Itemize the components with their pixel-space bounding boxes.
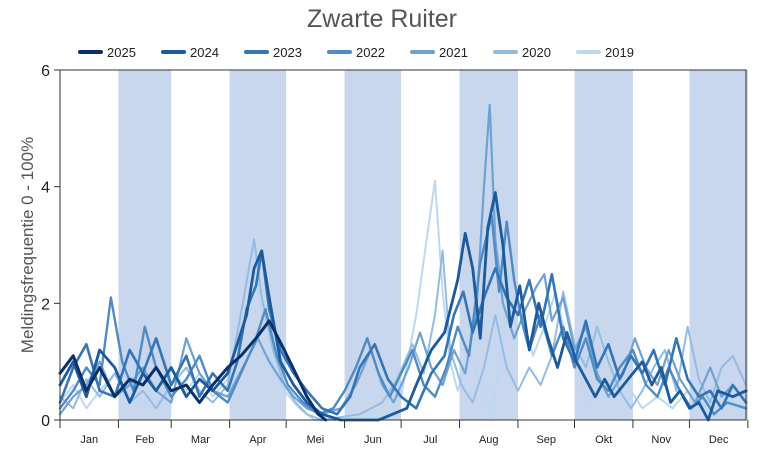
- legend: 2025 2024 2023 2022 2021 2020 2019: [78, 45, 634, 60]
- y-axis-label: Meldingsfrequentie 0 - 100%: [18, 137, 37, 353]
- series-line-2021: [58, 103, 748, 416]
- axes: 0 2 4 6 Jan Feb Mar Apr Mei Jun Jul Aug Sep Okt Nov Dec: [41, 63, 749, 446]
- x-tick-label-okt: Okt: [595, 434, 612, 446]
- plot-frame: [59, 69, 747, 421]
- legend-label-2023: 2023: [273, 45, 302, 60]
- x-tick-label-dec: Dec: [709, 434, 729, 446]
- chart-title: Zwarte Ruiter: [307, 5, 457, 33]
- x-tick-label-jan: Jan: [80, 434, 98, 446]
- series-line-2023: [58, 249, 748, 416]
- y-tick-label-4: 4: [41, 180, 50, 197]
- legend-label-2021: 2021: [439, 45, 468, 60]
- x-tick-label-nov: Nov: [651, 434, 671, 446]
- x-tick-label-aug: Aug: [479, 434, 499, 446]
- x-tick-label-feb: Feb: [135, 434, 154, 446]
- legend-label-2020: 2020: [522, 45, 551, 60]
- x-tick-label-apr: Apr: [249, 434, 266, 446]
- legend-label-2019: 2019: [605, 45, 634, 60]
- series-layer: [58, 103, 748, 422]
- x-tick-label-mei: Mei: [306, 434, 324, 446]
- y-tick-label-6: 6: [41, 63, 50, 80]
- x-tick-label-jul: Jul: [423, 434, 437, 446]
- legend-label-2025: 2025: [107, 45, 136, 60]
- y-tick-label-0: 0: [41, 413, 50, 430]
- legend-label-2022: 2022: [356, 45, 385, 60]
- series-line-2020: [59, 238, 747, 421]
- series-line-2025: [58, 319, 328, 422]
- x-tick-label-sep: Sep: [536, 434, 556, 446]
- series-line-2024: [58, 191, 748, 422]
- legend-label-2024: 2024: [190, 45, 219, 60]
- shade-band-dec: [689, 70, 748, 420]
- shade-band-jun: [344, 70, 402, 420]
- x-tick-label-mar: Mar: [191, 434, 210, 446]
- x-tick-label-jun: Jun: [364, 434, 382, 446]
- y-tick-label-2: 2: [41, 296, 50, 313]
